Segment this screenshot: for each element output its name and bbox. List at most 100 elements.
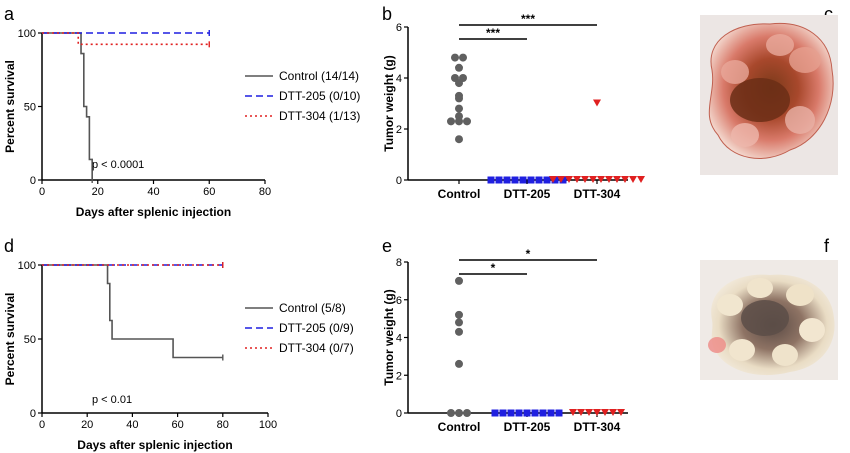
dtt205-point <box>495 176 503 184</box>
series-line-0 <box>42 264 223 359</box>
control-point <box>447 409 455 417</box>
dtt304-point <box>613 176 621 183</box>
significance-label: *** <box>521 12 535 26</box>
dtt304-point <box>629 176 637 183</box>
x-tick-label: 0 <box>39 186 45 198</box>
control-point <box>459 53 467 62</box>
category-label: DTT-304 <box>574 187 621 201</box>
category-label: Control <box>438 420 481 434</box>
dtt304-point <box>617 409 625 416</box>
dtt205-point <box>507 409 515 417</box>
dtt304-point <box>585 409 593 416</box>
control-point <box>455 117 463 126</box>
dtt304-point <box>601 409 609 416</box>
dtt304-point <box>573 176 581 183</box>
dtt304-point <box>565 176 573 183</box>
control-point <box>463 409 471 417</box>
panel-label-f: f <box>824 236 830 256</box>
y-tick-label: 6 <box>396 295 402 307</box>
series-line-2 <box>42 32 210 46</box>
control-point <box>455 327 463 336</box>
x-tick-label: 60 <box>171 419 183 431</box>
series-line-0 <box>42 32 93 180</box>
dtt205-point <box>551 176 559 184</box>
dtt304-point <box>549 176 557 183</box>
dtt304-point <box>593 99 601 107</box>
y-axis-title: Percent survival <box>3 60 17 153</box>
x-tick-label: 80 <box>259 186 271 198</box>
y-tick-label: 6 <box>396 22 402 34</box>
panel-label-e: e <box>382 236 392 256</box>
dtt304-point <box>569 409 577 416</box>
dtt205-point <box>487 176 495 184</box>
control-point <box>455 359 463 368</box>
legend-label-0: Control (5/8) <box>279 301 346 315</box>
panel-label-b: b <box>382 4 392 24</box>
y-axis-title: Tumor weight (g) <box>382 55 396 151</box>
panel-label-a: a <box>4 4 15 24</box>
significance-label: *** <box>486 26 500 40</box>
dtt205-point <box>547 409 555 417</box>
control-point <box>455 135 463 144</box>
x-tick-label: 40 <box>147 186 159 198</box>
y-tick-label: 2 <box>396 124 402 136</box>
dtt205-point <box>539 409 547 417</box>
dtt205-point <box>491 409 499 417</box>
dtt205-point <box>559 176 567 184</box>
legend-label-2: DTT-304 (0/7) <box>279 341 354 355</box>
category-label: DTT-205 <box>504 187 551 201</box>
dtt304-point <box>605 176 613 183</box>
category-label: DTT-205 <box>504 420 551 434</box>
significance-label: * <box>491 261 496 275</box>
control-point <box>455 94 463 103</box>
control-point <box>455 104 463 113</box>
legend-label-0: Control (14/14) <box>279 69 359 83</box>
control-point <box>447 117 455 126</box>
panel-label-d: d <box>4 236 14 256</box>
x-tick-label: 40 <box>126 419 138 431</box>
dtt205-point <box>519 176 527 184</box>
dtt304-point <box>621 176 629 183</box>
p-value-annotation: p < 0.0001 <box>92 159 144 171</box>
y-tick-label: 0 <box>30 408 36 420</box>
significance-label: * <box>526 247 531 261</box>
dtt304-point <box>581 176 589 183</box>
x-axis-title: Days after splenic injection <box>77 438 232 452</box>
liver-photo-c <box>700 15 838 175</box>
legend-label-1: DTT-205 (0/10) <box>279 89 360 103</box>
control-point <box>455 409 463 417</box>
dtt205-point <box>527 176 535 184</box>
control-point <box>455 63 463 72</box>
control-point <box>463 117 471 126</box>
dtt304-point <box>609 409 617 416</box>
x-tick-label: 0 <box>39 419 45 431</box>
x-tick-label: 80 <box>217 419 229 431</box>
category-label: Control <box>438 187 481 201</box>
y-tick-label: 4 <box>396 333 402 345</box>
tumor-weight-chart-b: 0 2 4 6 Tumor weight (g) Control DTT-205 DTT-30… <box>382 12 645 201</box>
control-point <box>451 53 459 62</box>
y-tick-label: 2 <box>396 370 402 382</box>
control-point <box>455 310 463 319</box>
y-tick-label: 100 <box>18 28 36 40</box>
dtt205-point <box>515 409 523 417</box>
x-tick-label: 20 <box>81 419 93 431</box>
p-value-annotation: p < 0.01 <box>92 394 132 406</box>
panel-label-c: c <box>824 4 833 24</box>
survival-chart-d: 0 20 40 60 80 100 0 50 100 Days after splenic inj… <box>3 260 354 452</box>
dtt205-point <box>531 409 539 417</box>
legend-label-1: DTT-205 (0/9) <box>279 321 354 335</box>
dtt205-point <box>511 176 519 184</box>
dtt304-point <box>577 409 585 416</box>
y-tick-label: 50 <box>24 334 36 346</box>
y-tick-label: 0 <box>396 175 402 187</box>
dtt304-point <box>589 176 597 183</box>
category-label: DTT-304 <box>574 420 621 434</box>
y-tick-label: 100 <box>18 260 36 272</box>
dtt304-point <box>597 176 605 183</box>
x-tick-label: 60 <box>203 186 215 198</box>
y-tick-label: 8 <box>396 257 402 269</box>
x-axis-title: Days after splenic injection <box>76 205 231 219</box>
dtt205-point <box>523 409 531 417</box>
y-tick-label: 4 <box>396 73 402 85</box>
